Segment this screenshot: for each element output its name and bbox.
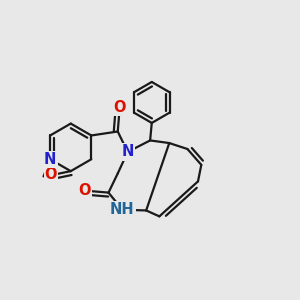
Text: N: N — [44, 152, 56, 167]
Text: O: O — [113, 100, 126, 115]
Text: N: N — [122, 145, 134, 160]
Text: NH: NH — [110, 202, 135, 217]
Text: O: O — [45, 167, 57, 182]
Text: O: O — [79, 184, 91, 199]
